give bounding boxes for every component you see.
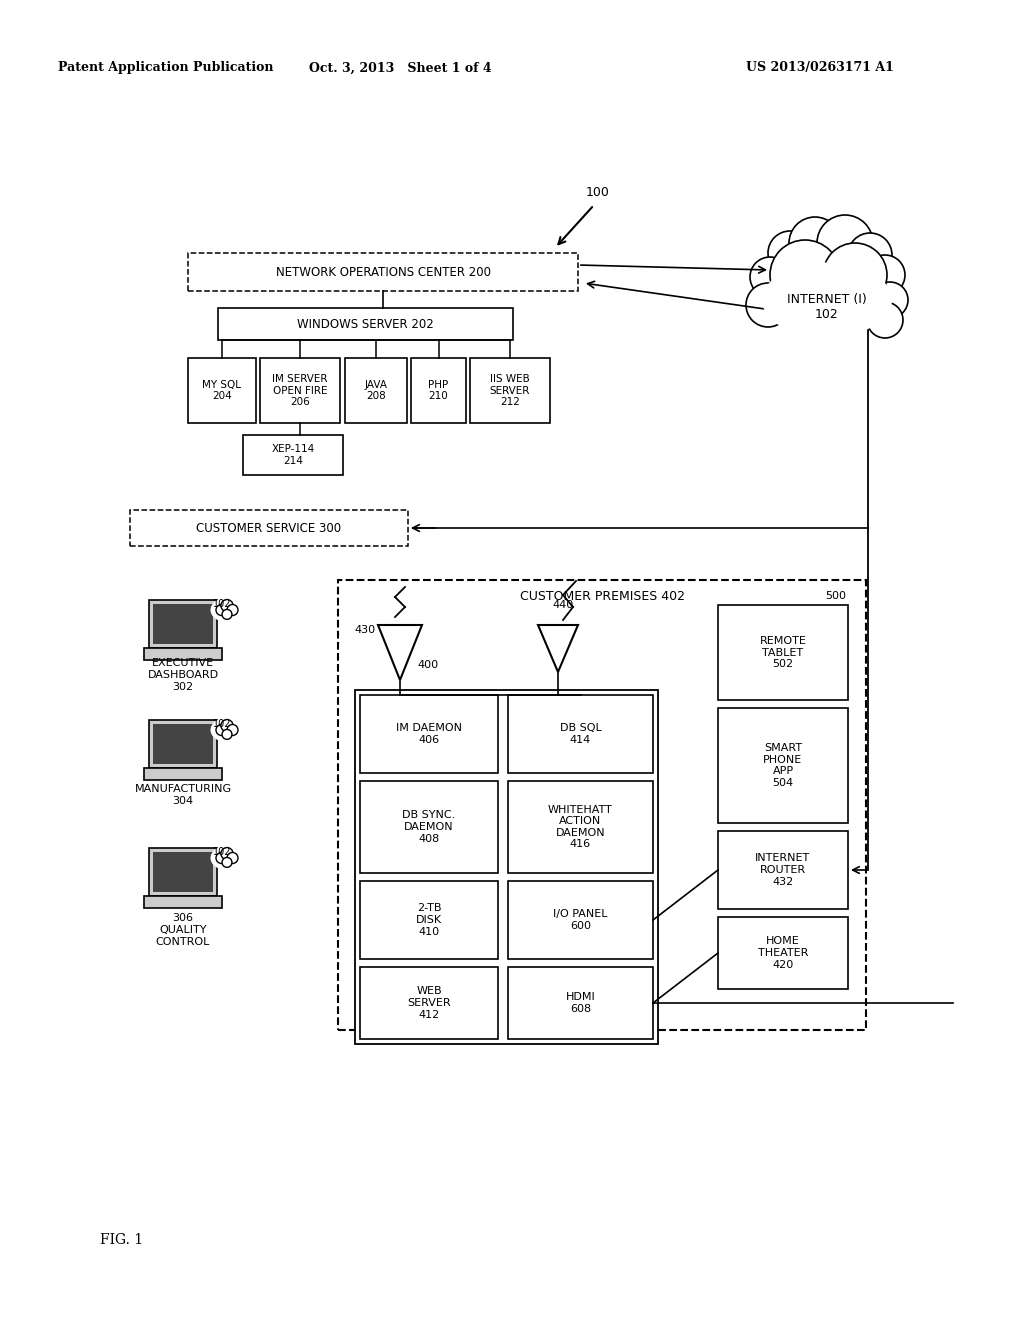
Text: CUSTOMER SERVICE 300: CUSTOMER SERVICE 300 bbox=[197, 521, 342, 535]
Text: CUSTOMER PREMISES 402: CUSTOMER PREMISES 402 bbox=[519, 590, 684, 602]
Text: MANUFACTURING
304: MANUFACTURING 304 bbox=[134, 784, 231, 805]
Ellipse shape bbox=[222, 610, 232, 619]
Bar bbox=[338, 579, 866, 1030]
Ellipse shape bbox=[750, 257, 790, 297]
Text: PHP
210: PHP 210 bbox=[428, 380, 449, 401]
Bar bbox=[153, 851, 213, 892]
Text: 102: 102 bbox=[213, 599, 231, 609]
Text: MY SQL
204: MY SQL 204 bbox=[203, 380, 242, 401]
Bar bbox=[718, 605, 848, 700]
Text: 102: 102 bbox=[213, 847, 231, 857]
Bar bbox=[243, 436, 343, 475]
Bar bbox=[360, 781, 498, 873]
Ellipse shape bbox=[216, 605, 227, 615]
Text: 430: 430 bbox=[354, 624, 376, 635]
Bar bbox=[355, 690, 658, 1044]
Bar bbox=[150, 719, 217, 768]
Ellipse shape bbox=[768, 231, 812, 275]
Text: INTERNET
ROUTER
432: INTERNET ROUTER 432 bbox=[756, 854, 811, 887]
Text: XEP-114
214: XEP-114 214 bbox=[271, 445, 314, 466]
Text: REMOTE
TABLET
502: REMOTE TABLET 502 bbox=[760, 636, 807, 669]
Text: Oct. 3, 2013   Sheet 1 of 4: Oct. 3, 2013 Sheet 1 of 4 bbox=[308, 62, 492, 74]
Ellipse shape bbox=[755, 249, 899, 350]
Ellipse shape bbox=[872, 282, 908, 318]
Ellipse shape bbox=[211, 846, 244, 870]
Ellipse shape bbox=[227, 853, 238, 863]
Bar bbox=[153, 723, 213, 764]
Text: IM SERVER
OPEN FIRE
206: IM SERVER OPEN FIRE 206 bbox=[272, 374, 328, 407]
Bar bbox=[508, 880, 653, 960]
Text: 400: 400 bbox=[418, 660, 438, 671]
Bar bbox=[411, 358, 466, 422]
Ellipse shape bbox=[216, 725, 227, 735]
Bar bbox=[718, 708, 848, 822]
Bar bbox=[470, 358, 550, 422]
Bar bbox=[345, 358, 407, 422]
Ellipse shape bbox=[211, 718, 244, 742]
Text: I/O PANEL
600: I/O PANEL 600 bbox=[553, 909, 608, 931]
Text: INTERNET (I)
102: INTERNET (I) 102 bbox=[787, 293, 867, 321]
Text: JAVA
208: JAVA 208 bbox=[365, 380, 387, 401]
Bar bbox=[360, 880, 498, 960]
Ellipse shape bbox=[746, 282, 790, 327]
Bar bbox=[188, 253, 578, 290]
Bar bbox=[718, 917, 848, 989]
Ellipse shape bbox=[817, 215, 873, 271]
Text: SMART
PHONE
APP
504: SMART PHONE APP 504 bbox=[763, 743, 803, 788]
Text: WINDOWS SERVER 202: WINDOWS SERVER 202 bbox=[297, 318, 434, 330]
Bar bbox=[144, 768, 222, 780]
Ellipse shape bbox=[848, 234, 892, 277]
Ellipse shape bbox=[865, 255, 905, 294]
Bar bbox=[144, 648, 222, 660]
Ellipse shape bbox=[221, 719, 233, 731]
Bar bbox=[360, 696, 498, 774]
Text: 102: 102 bbox=[213, 719, 231, 729]
Ellipse shape bbox=[770, 240, 840, 310]
Text: 500: 500 bbox=[825, 591, 846, 601]
Text: US 2013/0263171 A1: US 2013/0263171 A1 bbox=[746, 62, 894, 74]
Text: 100: 100 bbox=[586, 186, 610, 198]
Ellipse shape bbox=[221, 847, 233, 859]
Ellipse shape bbox=[227, 605, 238, 615]
Text: NETWORK OPERATIONS CENTER 200: NETWORK OPERATIONS CENTER 200 bbox=[275, 265, 490, 279]
Text: DB SQL
414: DB SQL 414 bbox=[560, 723, 601, 744]
Ellipse shape bbox=[790, 216, 841, 269]
Text: 2-TB
DISK
410: 2-TB DISK 410 bbox=[416, 903, 442, 937]
Bar bbox=[130, 510, 408, 546]
Bar bbox=[144, 896, 222, 908]
Ellipse shape bbox=[222, 858, 232, 867]
Bar bbox=[508, 781, 653, 873]
Ellipse shape bbox=[221, 599, 233, 611]
Ellipse shape bbox=[211, 598, 244, 622]
Bar bbox=[188, 358, 256, 422]
Text: IM DAEMON
406: IM DAEMON 406 bbox=[396, 723, 462, 744]
Text: 306
QUALITY
CONTROL: 306 QUALITY CONTROL bbox=[156, 913, 210, 946]
Text: Patent Application Publication: Patent Application Publication bbox=[58, 62, 273, 74]
Text: 440: 440 bbox=[552, 601, 573, 610]
Text: WHITEHATT
ACTION
DAEMON
416: WHITEHATT ACTION DAEMON 416 bbox=[548, 805, 613, 849]
Text: HOME
THEATER
420: HOME THEATER 420 bbox=[758, 936, 808, 970]
Bar bbox=[150, 847, 217, 896]
Bar bbox=[153, 605, 213, 644]
Bar bbox=[218, 308, 513, 341]
Bar bbox=[260, 358, 340, 422]
Ellipse shape bbox=[216, 853, 227, 863]
Bar bbox=[150, 601, 217, 648]
Ellipse shape bbox=[227, 725, 238, 735]
Text: HDMI
608: HDMI 608 bbox=[565, 993, 595, 1014]
Bar bbox=[360, 968, 498, 1039]
Bar bbox=[508, 696, 653, 774]
Ellipse shape bbox=[867, 302, 903, 338]
Text: WEB
SERVER
412: WEB SERVER 412 bbox=[408, 986, 451, 1019]
Bar bbox=[508, 968, 653, 1039]
Text: EXECUTIVE
DASHBOARD
302: EXECUTIVE DASHBOARD 302 bbox=[147, 659, 218, 692]
Text: DB SYNC.
DAEMON
408: DB SYNC. DAEMON 408 bbox=[402, 810, 456, 843]
Ellipse shape bbox=[823, 243, 887, 308]
Bar bbox=[718, 832, 848, 909]
Ellipse shape bbox=[762, 263, 892, 338]
Ellipse shape bbox=[222, 730, 232, 739]
Text: IIS WEB
SERVER
212: IIS WEB SERVER 212 bbox=[489, 374, 530, 407]
Text: FIG. 1: FIG. 1 bbox=[100, 1233, 143, 1247]
